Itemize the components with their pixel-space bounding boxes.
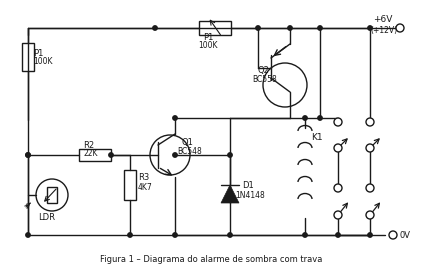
Text: P1: P1: [203, 34, 214, 43]
Text: 100K: 100K: [198, 41, 217, 51]
Text: R2: R2: [83, 141, 94, 150]
Text: 100K: 100K: [33, 58, 52, 67]
Bar: [199, 21, 231, 35]
Circle shape: [173, 233, 177, 237]
Text: 4K7: 4K7: [138, 182, 153, 191]
Circle shape: [303, 116, 307, 120]
Circle shape: [318, 26, 322, 30]
Circle shape: [368, 233, 372, 237]
Circle shape: [366, 144, 374, 152]
Bar: [22, 43, 34, 71]
Circle shape: [396, 24, 404, 32]
Circle shape: [26, 153, 30, 157]
Circle shape: [228, 153, 232, 157]
Circle shape: [228, 233, 232, 237]
Circle shape: [366, 118, 374, 126]
Circle shape: [128, 233, 132, 237]
Text: BC558: BC558: [252, 75, 277, 84]
Text: LDR: LDR: [38, 212, 56, 221]
Circle shape: [334, 211, 342, 219]
Circle shape: [334, 184, 342, 192]
Text: P1: P1: [33, 49, 43, 58]
Text: 22K: 22K: [83, 149, 97, 158]
Circle shape: [153, 26, 157, 30]
Circle shape: [173, 153, 177, 157]
Circle shape: [256, 26, 260, 30]
Circle shape: [368, 26, 372, 30]
Bar: [124, 170, 136, 200]
Circle shape: [303, 233, 307, 237]
Text: K1: K1: [311, 133, 323, 143]
Bar: [47, 187, 57, 203]
Bar: [79, 149, 111, 161]
Circle shape: [366, 211, 374, 219]
Text: 1N4148: 1N4148: [235, 191, 265, 200]
Text: +6V: +6V: [373, 16, 392, 25]
Circle shape: [336, 233, 340, 237]
Circle shape: [334, 118, 342, 126]
Circle shape: [173, 116, 177, 120]
Circle shape: [318, 116, 322, 120]
Circle shape: [366, 184, 374, 192]
Circle shape: [334, 144, 342, 152]
Circle shape: [389, 231, 397, 239]
Text: Q2: Q2: [257, 66, 269, 75]
Text: (+12V): (+12V): [370, 25, 397, 34]
Circle shape: [109, 153, 113, 157]
Text: 0V: 0V: [399, 230, 410, 239]
Text: BC548: BC548: [177, 147, 202, 156]
Circle shape: [26, 153, 30, 157]
Circle shape: [288, 26, 292, 30]
Text: D1: D1: [242, 182, 254, 191]
Text: Q1: Q1: [182, 138, 194, 147]
Text: R3: R3: [138, 174, 149, 182]
Polygon shape: [221, 185, 239, 203]
Text: Figura 1 – Diagrama do alarme de sombra com trava: Figura 1 – Diagrama do alarme de sombra …: [100, 256, 322, 265]
Circle shape: [26, 233, 30, 237]
